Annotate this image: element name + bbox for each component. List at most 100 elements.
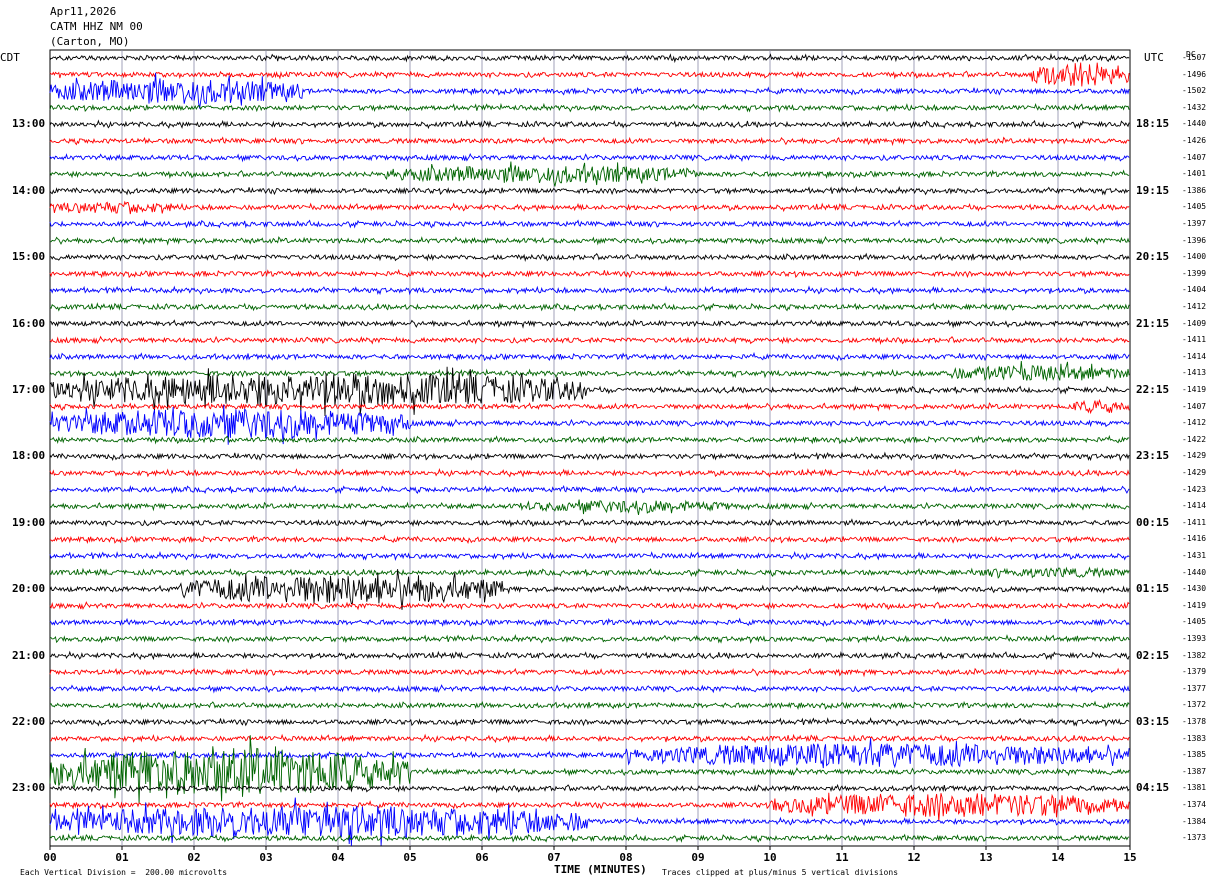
dc-offset-label: -1396 — [1182, 235, 1207, 245]
x-tick-label: 06 — [475, 851, 489, 864]
left-hour-label: 22:00 — [12, 715, 46, 728]
dc-offset-label: -1412 — [1182, 302, 1207, 311]
right-hour-label: 02:15 — [1136, 648, 1170, 662]
dc-offset-label: -1411 — [1182, 517, 1207, 527]
trace-row — [49, 601, 1130, 611]
dc-offset-label: -1383 — [1182, 733, 1207, 743]
dc-offset-label: -1382 — [1182, 650, 1207, 660]
trace-row — [49, 185, 1130, 196]
trace-row — [49, 398, 1130, 415]
trace-row — [49, 62, 1130, 87]
trace-row — [49, 319, 1130, 329]
trace-row — [49, 468, 1130, 478]
station-title: CATM HHZ NM 00 — [50, 20, 143, 33]
left-timezone-label: CDT — [0, 51, 20, 64]
left-hour-label: 19:00 — [12, 515, 46, 529]
date-title: Apr11,2026 — [50, 5, 117, 18]
dc-offset-label: -1405 — [1182, 202, 1207, 212]
dc-offset-label: -1419 — [1182, 385, 1207, 394]
trace-row — [49, 667, 1130, 678]
trace-row — [49, 404, 1130, 445]
dc-offset-label: -1419 — [1182, 600, 1207, 610]
trace-row — [49, 252, 1130, 263]
left-hour-label: 13:00 — [12, 117, 46, 131]
trace-row — [49, 235, 1130, 246]
dc-offset-label: -1502 — [1182, 86, 1207, 96]
trace-row — [49, 797, 1130, 846]
dc-offset-label: -1387 — [1182, 766, 1207, 776]
trace-row — [49, 434, 1130, 445]
dc-offset-label: -1378 — [1182, 717, 1207, 726]
trace-row — [49, 737, 1130, 769]
right-timezone-label: UTC — [1144, 51, 1164, 64]
trace-row — [49, 700, 1130, 711]
dc-offset-label: -1377 — [1182, 683, 1207, 693]
dc-offset-label: -1440 — [1182, 119, 1207, 129]
trace-row — [49, 360, 1130, 382]
trace-row — [49, 733, 1130, 744]
plot-frame — [49, 49, 1131, 847]
dc-offset-label: -1431 — [1182, 551, 1207, 560]
trace-row — [49, 650, 1130, 661]
dc-offset-label: -1407 — [1182, 152, 1207, 162]
dc-label: DC — [1186, 50, 1196, 59]
dc-offset-label: -1496 — [1182, 69, 1207, 79]
right-hour-label: 20:15 — [1136, 250, 1170, 264]
x-tick-label: 07 — [547, 851, 561, 864]
left-hour-label: 14:00 — [12, 183, 46, 197]
dc-offset-label: -1422 — [1182, 434, 1207, 444]
dc-offset-label: -1413 — [1182, 368, 1207, 378]
left-hour-label: 17:00 — [12, 383, 46, 396]
trace-row — [49, 119, 1130, 130]
left-hour-label: 16:00 — [12, 316, 46, 330]
trace-row — [49, 684, 1130, 694]
trace-row — [49, 219, 1130, 229]
trace-row — [49, 783, 1130, 794]
dc-offset-label: -1507 — [1182, 53, 1207, 62]
right-hour-label: 22:15 — [1136, 383, 1170, 396]
dc-offset-label: -1430 — [1182, 584, 1207, 594]
trace-row — [49, 351, 1130, 362]
dc-offset-label: -1407 — [1182, 401, 1207, 411]
dc-offset-label: -1397 — [1182, 219, 1207, 228]
dc-offset-label: -1399 — [1182, 268, 1207, 278]
trace-row — [49, 484, 1130, 495]
trace-row — [49, 152, 1130, 163]
trace-row — [49, 634, 1130, 644]
trace-row — [49, 136, 1130, 147]
left-hour-label: 21:00 — [12, 648, 46, 662]
trace-row — [49, 451, 1130, 462]
trace-row — [49, 302, 1130, 312]
x-tick-label: 03 — [259, 851, 273, 864]
dc-offset-label: -1416 — [1182, 534, 1207, 544]
trace-row — [49, 534, 1130, 545]
x-axis-label: TIME (MINUTES) — [554, 863, 647, 876]
x-tick-label: 14 — [1051, 851, 1065, 864]
trace-row — [49, 102, 1130, 113]
right-hour-label: 04:15 — [1136, 781, 1170, 795]
trace-row — [49, 551, 1130, 561]
trace-row — [49, 717, 1130, 727]
trace-row — [49, 566, 1130, 579]
x-tick-label: 13 — [979, 851, 993, 864]
right-hour-label: 21:15 — [1136, 316, 1170, 330]
dc-offset-label: -1379 — [1182, 667, 1207, 677]
dc-offset-label: -1401 — [1182, 169, 1207, 179]
trace-row — [49, 833, 1130, 843]
clip-note: Traces clipped at plus/minus 5 vertical … — [662, 868, 899, 877]
dc-offset-label: -1381 — [1182, 783, 1207, 793]
x-tick-label: 10 — [763, 851, 777, 864]
trace-row — [49, 735, 1130, 805]
right-hour-label: 18:15 — [1136, 117, 1170, 131]
trace-row — [49, 200, 1130, 215]
x-tick-label: 05 — [403, 851, 417, 864]
dc-offset-label: -1440 — [1182, 567, 1207, 577]
dc-offset-label: -1429 — [1182, 468, 1207, 477]
trace-row — [49, 518, 1130, 528]
trace-row — [49, 499, 1130, 515]
dc-offset-label: -1405 — [1182, 617, 1207, 627]
dc-offset-label: -1386 — [1182, 185, 1207, 195]
x-tick-label: 00 — [43, 851, 57, 864]
x-tick-label: 04 — [331, 851, 345, 864]
